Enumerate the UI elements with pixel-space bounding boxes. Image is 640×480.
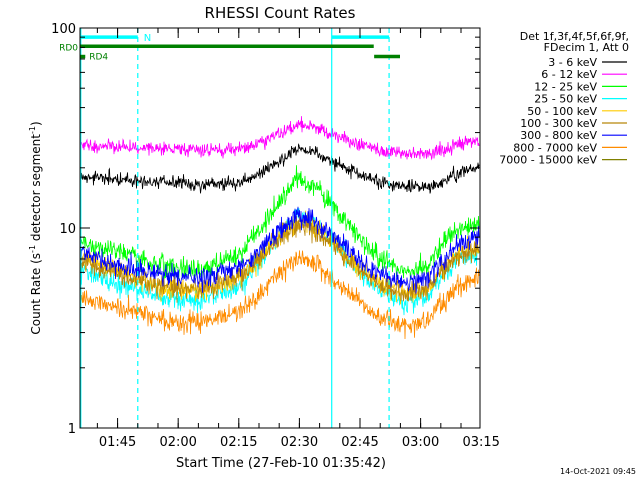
x-tick-label-6: 03:15: [462, 435, 499, 450]
series-line-2: [80, 165, 480, 281]
series-line-7: [80, 250, 480, 340]
x-tick-label-5: 03:00: [402, 435, 439, 450]
footer-timestamp: 14-Oct-2021 09:45: [560, 467, 636, 476]
y-axis-label-end: ): [29, 121, 43, 126]
legend-label-8: 7000 - 15000 keV: [499, 154, 597, 167]
y-tick-label-2: 100: [51, 22, 76, 37]
chart-title: RHESSI Count Rates: [205, 4, 356, 22]
legend-label-4: 50 - 100 keV: [527, 105, 597, 118]
legend-label-0: 3 - 6 keV: [548, 56, 597, 69]
series-line-6: [80, 206, 480, 294]
x-tick-label-4: 02:45: [341, 435, 378, 450]
legend-label-3: 25 - 50 keV: [534, 93, 597, 106]
y-axis-label-main: Count Rate (s: [29, 253, 43, 335]
legend-header-1: Det 1f,3f,4f,5f,6f,9f,: [520, 30, 629, 43]
legend-label-5: 100 - 300 keV: [520, 117, 597, 130]
legend-label-1: 6 - 12 keV: [541, 68, 597, 81]
x-axis-label: Start Time (27-Feb-10 01:35:42): [176, 456, 386, 471]
series-line-1: [80, 116, 480, 161]
legend-label-7: 800 - 7000 keV: [513, 141, 597, 154]
x-tick-label-0: 01:45: [99, 435, 136, 450]
status-label-rd4: RD4: [89, 53, 108, 63]
status-label-n: N: [144, 33, 151, 44]
y-tick-label-1: 10: [59, 222, 76, 237]
legend-header-2: FDecim 1, Att 0: [544, 41, 629, 54]
status-label-rd0: RD0: [59, 43, 78, 53]
legend: Det 1f,3f,4f,5f,6f,9f, FDecim 1, Att 0 3…: [499, 30, 629, 167]
x-tick-label-1: 02:00: [159, 435, 196, 450]
y-axis-label: Count Rate (s-1 detector segment-1): [28, 121, 43, 334]
y-tick-label-0: 1: [68, 422, 76, 437]
legend-label-6: 300 - 800 keV: [520, 129, 597, 142]
x-tick-label-2: 02:15: [220, 435, 257, 450]
series-line-4: [80, 210, 480, 305]
legend-label-2: 12 - 25 keV: [534, 80, 597, 93]
y-axis-label-mid: detector segment: [29, 134, 43, 245]
series-line-5: [80, 216, 480, 303]
y-axis-label-sup-1: -1: [28, 245, 37, 253]
series-line-0: [80, 143, 480, 194]
y-axis-label-sup-2: -1: [28, 126, 37, 134]
x-tick-label-3: 02:30: [281, 435, 318, 450]
